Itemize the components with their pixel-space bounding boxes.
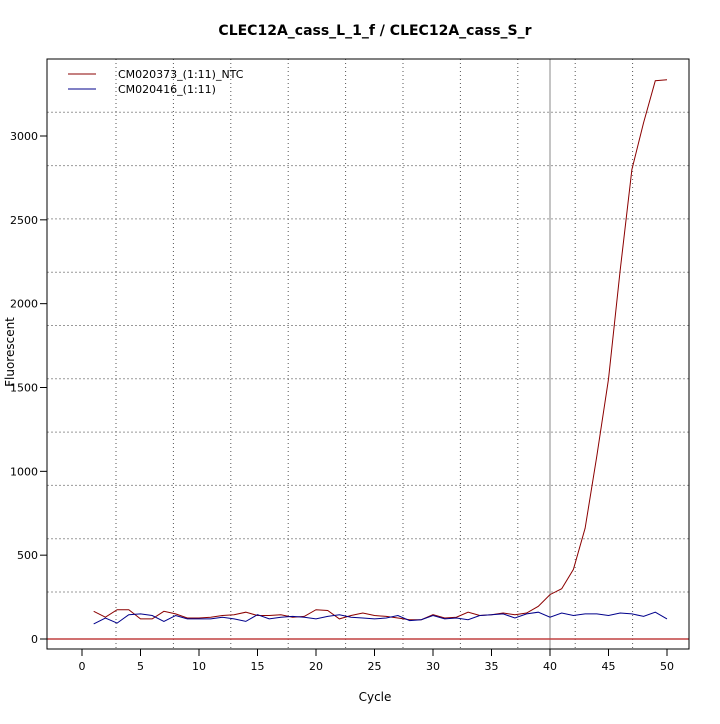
plot-area [47,59,689,649]
x-tick-label: 10 [192,660,206,673]
axes: 0 5 10 15 20 25 30 35 40 45 5005001000150020002500… [10,58,690,673]
x-tick-label: 45 [602,660,616,673]
x-tick-label: 25 [368,660,382,673]
plot-frame [46,58,690,650]
x-tick-label: 5 [137,660,144,673]
y-tick-label: 1000 [10,465,38,478]
x-tick-label: 50 [660,660,674,673]
series-line-2 [93,611,668,625]
y-axis-label: Fluorescent [3,317,17,387]
legend-label: CM020373_(1:11)_NTC [118,68,244,81]
y-tick-label: 0 [31,633,38,646]
y-tick-label: 2000 [10,298,38,311]
grid [47,59,689,649]
series-line-1 [93,79,668,621]
legend-label: CM020416_(1:11) [118,83,216,96]
x-tick-label: 30 [426,660,440,673]
chart-title: CLEC12A_cass_L_1_f / CLEC12A_cass_S_r [218,23,531,39]
x-axis-label: Cycle [359,690,392,704]
y-tick-label: 500 [17,549,38,562]
x-tick-label: 15 [251,660,265,673]
x-tick-label: 40 [543,660,557,673]
x-tick-label: 0 [79,660,86,673]
y-tick-label: 1500 [10,382,38,395]
y-tick-label: 3000 [10,130,38,143]
y-tick-label: 2500 [10,214,38,227]
x-tick-label: 35 [485,660,499,673]
legend: CM020373_(1:11)_NTC CM020416_(1:11) [68,68,244,96]
x-tick-label: 20 [309,660,323,673]
